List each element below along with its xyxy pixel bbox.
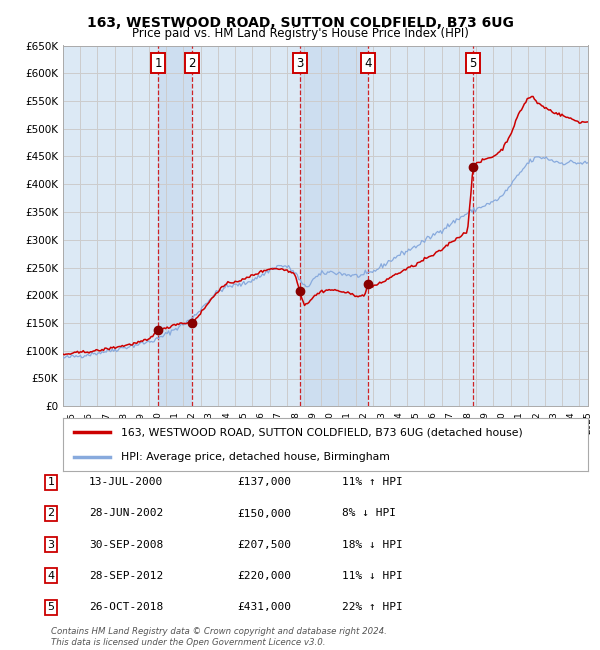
Text: £207,500: £207,500 [237, 540, 291, 550]
Text: £137,000: £137,000 [237, 477, 291, 488]
Text: £220,000: £220,000 [237, 571, 291, 581]
Bar [299, 46, 368, 406]
Text: 22% ↑ HPI: 22% ↑ HPI [342, 602, 403, 612]
Text: 1: 1 [154, 57, 162, 70]
Text: £150,000: £150,000 [237, 508, 291, 519]
Text: 2: 2 [188, 57, 196, 70]
Text: 163, WESTWOOD ROAD, SUTTON COLDFIELD, B73 6UG: 163, WESTWOOD ROAD, SUTTON COLDFIELD, B7… [86, 16, 514, 31]
Text: 1: 1 [47, 477, 55, 488]
Text: 13-JUL-2000: 13-JUL-2000 [89, 477, 163, 488]
Text: 18% ↓ HPI: 18% ↓ HPI [342, 540, 403, 550]
Text: £431,000: £431,000 [237, 602, 291, 612]
Text: 8% ↓ HPI: 8% ↓ HPI [342, 508, 396, 519]
Text: HPI: Average price, detached house, Birmingham: HPI: Average price, detached house, Birm… [121, 452, 389, 462]
Text: 11% ↑ HPI: 11% ↑ HPI [342, 477, 403, 488]
Text: Price paid vs. HM Land Registry's House Price Index (HPI): Price paid vs. HM Land Registry's House … [131, 27, 469, 40]
Text: 163, WESTWOOD ROAD, SUTTON COLDFIELD, B73 6UG (detached house): 163, WESTWOOD ROAD, SUTTON COLDFIELD, B7… [121, 427, 523, 437]
Text: 5: 5 [47, 602, 55, 612]
Text: 4: 4 [47, 571, 55, 581]
Text: 4: 4 [365, 57, 372, 70]
Text: 11% ↓ HPI: 11% ↓ HPI [342, 571, 403, 581]
Text: 30-SEP-2008: 30-SEP-2008 [89, 540, 163, 550]
Text: 5: 5 [469, 57, 477, 70]
Text: 26-OCT-2018: 26-OCT-2018 [89, 602, 163, 612]
Text: 28-JUN-2002: 28-JUN-2002 [89, 508, 163, 519]
Text: Contains HM Land Registry data © Crown copyright and database right 2024.
This d: Contains HM Land Registry data © Crown c… [51, 627, 387, 647]
Text: 3: 3 [296, 57, 304, 70]
Text: 2: 2 [47, 508, 55, 519]
Text: 28-SEP-2012: 28-SEP-2012 [89, 571, 163, 581]
Text: 3: 3 [47, 540, 55, 550]
Bar [158, 46, 192, 406]
